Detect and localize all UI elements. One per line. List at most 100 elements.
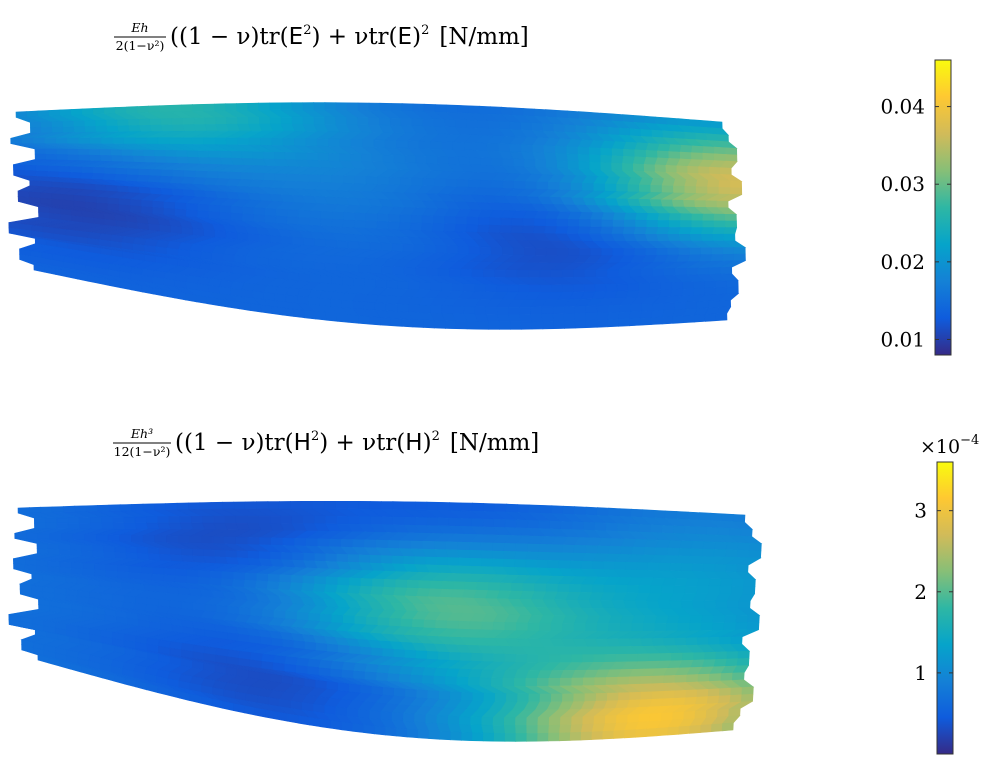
mesh-cell	[559, 677, 573, 687]
mesh-cell	[387, 221, 401, 231]
mesh-cell	[674, 267, 688, 276]
mesh-cell	[434, 178, 447, 187]
mesh-cell	[668, 220, 681, 228]
mesh-cell	[304, 310, 316, 320]
mesh-cell	[208, 577, 223, 586]
mesh-cell	[642, 509, 655, 519]
mesh-cell	[616, 283, 629, 292]
mesh-cell	[514, 559, 527, 569]
mesh-cell	[301, 500, 314, 510]
mesh-cell	[509, 143, 522, 153]
mesh-cell	[630, 508, 644, 518]
mesh-cell	[219, 212, 232, 221]
mesh-cell	[324, 262, 337, 272]
mesh-cell	[279, 574, 292, 584]
mesh-cell	[230, 205, 244, 215]
mesh-cell	[558, 560, 571, 570]
mesh-cell	[510, 225, 524, 234]
mesh-cell	[557, 583, 570, 593]
mesh-cell	[40, 126, 53, 134]
mesh-cell	[622, 155, 636, 165]
mesh-cell	[185, 576, 200, 585]
mesh-cell	[154, 503, 166, 511]
mesh-cell	[407, 140, 420, 149]
mesh-cell	[248, 137, 261, 146]
mesh-cell	[285, 611, 298, 621]
mesh-cell	[380, 555, 393, 565]
mesh-cell	[197, 203, 210, 212]
mesh-cell	[738, 600, 751, 609]
mesh-cell	[613, 729, 626, 739]
mesh-cell	[170, 548, 182, 556]
mesh-cell	[717, 134, 729, 143]
mesh-cell	[359, 516, 372, 525]
mesh-cell	[247, 233, 260, 242]
mesh-cell	[493, 732, 506, 742]
mesh-cell	[176, 502, 189, 511]
mesh-cell	[705, 709, 719, 719]
mesh-cell	[679, 144, 693, 154]
mesh-cell	[743, 578, 756, 588]
mesh-cell	[21, 137, 34, 145]
mesh-cell	[139, 124, 153, 132]
mesh-cell	[707, 186, 720, 195]
mesh-cell	[154, 149, 166, 158]
mesh-cell	[40, 121, 53, 128]
mesh-cell	[192, 548, 204, 557]
mesh-cell	[584, 693, 597, 702]
mesh-cell	[357, 117, 369, 126]
mesh-cell	[369, 316, 381, 326]
mesh-cell	[645, 247, 658, 256]
mesh-cell	[347, 585, 362, 595]
mesh-cell	[674, 674, 688, 684]
mesh-cell	[480, 157, 493, 167]
mesh-cell	[550, 693, 563, 703]
mesh-cell	[331, 211, 345, 221]
mesh-cell	[667, 227, 681, 235]
mesh-cell	[228, 300, 241, 310]
panel-top: Eh 2(1−ν²) ((1 − ν)tr(E2) + νtr(E)2 [N/mm…	[8, 20, 952, 356]
mesh-cell	[460, 268, 473, 278]
mesh-cell	[551, 505, 564, 515]
mesh-cell	[138, 118, 151, 126]
mesh-cell	[659, 289, 673, 298]
mesh-cell	[604, 183, 617, 192]
mesh-cell	[95, 534, 109, 542]
mesh-cell	[539, 284, 552, 293]
mesh-cell	[434, 320, 446, 329]
mesh-cell	[546, 247, 558, 256]
mesh-cell	[324, 102, 337, 111]
mesh-cell	[108, 504, 121, 512]
mesh-cell	[160, 169, 174, 178]
mesh-cell	[712, 622, 725, 631]
mesh-cell	[62, 126, 76, 133]
mesh-cell	[673, 585, 686, 594]
panel-bottom-title: Eh³ 12(1−ν²) ((1 − ν)tr(H2) + νtr(H)2 [N/…	[113, 426, 539, 459]
mesh-cell	[415, 155, 428, 164]
mesh-cell	[349, 645, 361, 655]
mesh-cell	[458, 716, 472, 726]
mesh-cell	[715, 280, 728, 289]
mesh-cell	[404, 155, 417, 164]
mesh-cell	[719, 585, 733, 595]
mesh-cell	[703, 563, 716, 573]
colorbar-top-scale	[934, 59, 952, 356]
mesh-cell	[687, 165, 700, 174]
mesh-cell	[290, 260, 304, 269]
mesh-cell	[588, 226, 603, 235]
mesh-cell	[286, 216, 300, 225]
mesh-cell	[591, 561, 605, 570]
mesh-cell	[176, 150, 188, 158]
mesh-cell	[719, 299, 732, 308]
mesh-cell	[212, 536, 225, 545]
mesh-cell	[596, 312, 609, 321]
mesh-cell	[317, 152, 330, 162]
mesh-cell	[572, 284, 585, 293]
mesh-cell	[582, 716, 595, 725]
mesh-cell	[123, 137, 136, 145]
mesh-cell	[722, 253, 735, 262]
mesh-cell	[78, 137, 91, 145]
mesh-cell	[571, 716, 584, 726]
panel-top-title: Eh 2(1−ν²) ((1 − ν)tr(E2) + νtr(E)2 [N/mm…	[114, 20, 529, 53]
